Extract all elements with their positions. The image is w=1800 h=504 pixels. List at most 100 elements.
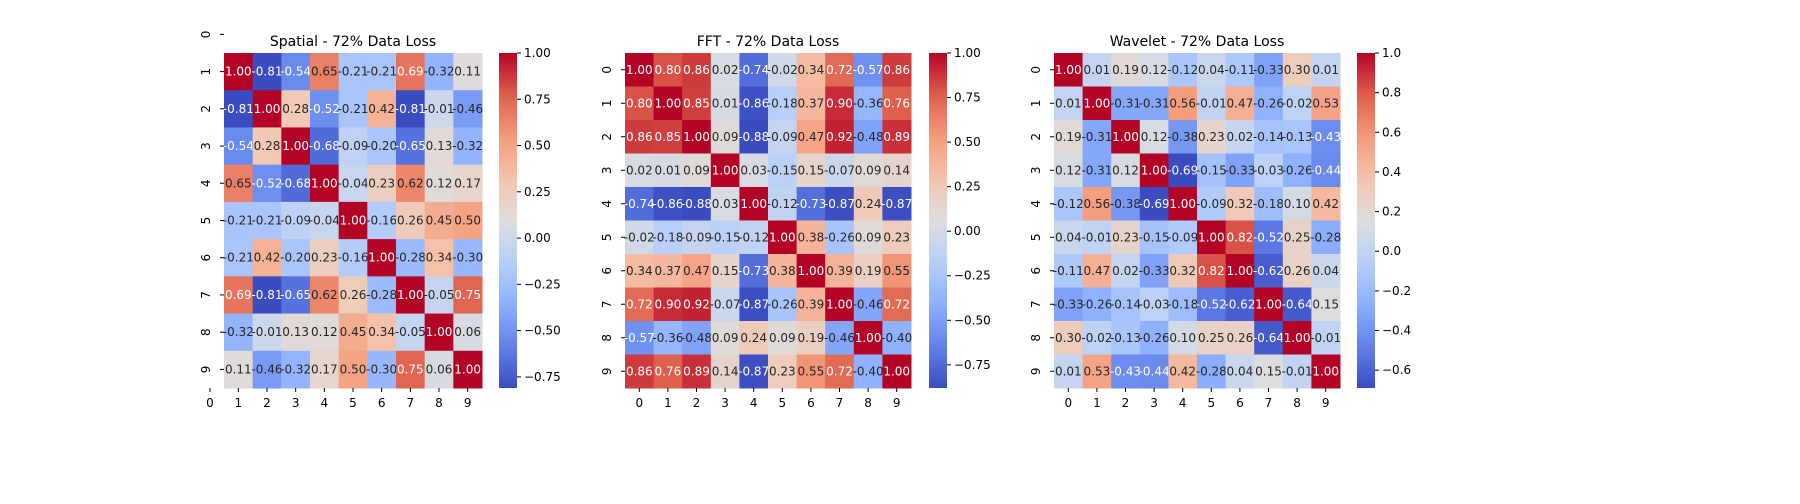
y-tick-label: 5 [600,233,614,241]
heatmap-cell [1111,120,1141,154]
cell-value-label: 0.82 [1227,230,1254,244]
cell-value-label: -0.62 [1224,297,1255,311]
cell-value-label: 0.72 [826,63,853,77]
heatmap-cell [625,120,655,154]
heatmap-cell [882,220,912,255]
cell-value-label: -0.21 [337,102,368,116]
y-tick-label: 1 [1029,99,1043,107]
cell-value-label: 0.19 [1055,130,1082,144]
heatmap-cell [1168,53,1198,87]
heatmap-cell [1225,187,1255,221]
cell-value-label: -0.09 [681,230,712,244]
cell-value-label: -0.88 [681,197,712,211]
heatmap-cell [338,90,368,128]
heatmap-cell [1197,120,1227,154]
cell-value-label: 0.56 [1169,96,1196,110]
cell-value-label: 0.75 [454,288,481,302]
heatmap-cell [252,164,282,203]
colorbar-tick-label: 0.0 [1382,244,1401,258]
heatmap-cell [882,187,912,221]
heatmap-cell [1139,86,1169,121]
cell-value-label: 0.56 [1084,197,1111,211]
x-tick-label: 5 [349,396,357,410]
y-tick-label: 0 [199,31,213,39]
cell-value-label: -0.15 [710,230,741,244]
cell-value-label: -0.57 [853,63,884,77]
heatmap-cell [796,321,826,355]
y-tick-label: 4 [199,179,213,187]
cell-value-label: -0.48 [681,331,712,345]
heatmap-cell [1082,53,1112,87]
heatmap-cell [682,153,712,188]
heatmap-cell [1168,220,1198,255]
heatmap-cell [453,239,483,277]
cell-value-label: -0.20 [366,139,397,153]
cell-value-label: 0.12 [426,176,453,190]
cell-value-label: 0.28 [254,139,281,153]
cell-value-label: -0.54 [280,65,311,79]
heatmap-cell [1311,354,1341,389]
cell-value-label: -0.69 [1139,197,1170,211]
heatmap-cell [1168,287,1198,322]
heatmap-cell [281,201,311,240]
heatmap-cell [1311,53,1341,87]
cell-value-label: -0.16 [366,214,397,228]
x-tick-label: 7 [836,396,844,410]
cell-value-label: -0.16 [337,251,368,265]
cell-value-label: -0.65 [280,288,311,302]
heatmap-cell [224,90,254,128]
cell-value-label: -0.57 [624,331,655,345]
cell-value-label: -0.01 [1196,96,1227,110]
cell-value-label: 0.23 [1112,230,1139,244]
cell-value-label: -0.54 [223,139,254,153]
cell-value-label: 0.02 [626,163,653,177]
heatmap-cell [1311,254,1341,288]
x-tick-label: 4 [1179,396,1187,410]
heatmap-cell [853,86,883,121]
y-tick-label: 4 [600,200,614,208]
heatmap-cell [1111,354,1141,389]
cell-value-label: -0.40 [881,331,912,345]
cell-value-label: -0.01 [423,102,454,116]
x-tick-label: 0 [635,396,643,410]
heatmap-cell [367,127,397,166]
heatmap-cell [1139,354,1169,389]
cell-value-label: -0.52 [309,102,340,116]
colorbar-tick-label: 0.2 [1382,205,1401,219]
x-tick-label: 2 [693,396,701,410]
heatmap-cell [1082,153,1112,188]
cell-value-label: 1.00 [883,364,910,378]
cell-value-label: -0.46 [824,331,855,345]
cell-value-label: 1.00 [740,197,767,211]
heatmap-cell [682,220,712,255]
heatmap-cell [796,53,826,87]
cell-value-label: -0.02 [1081,331,1112,345]
cell-value-label: 0.90 [826,96,853,110]
cell-value-label: 0.26 [1227,331,1254,345]
heatmap-cell [367,239,397,277]
heatmap-cell [1082,120,1112,154]
cell-value-label: -0.38 [1167,130,1198,144]
heatmap-cell [739,86,769,121]
cell-value-label: 0.86 [626,130,653,144]
heatmap-cell [1225,321,1255,355]
cell-value-label: 1.00 [712,163,739,177]
heatmap-cell [252,276,282,315]
cell-value-label: 1.00 [311,176,338,190]
cell-value-label: -0.81 [395,102,426,116]
x-tick-label: 9 [464,396,472,410]
heatmap-cell [1111,321,1141,355]
cell-value-label: 0.14 [712,364,739,378]
heatmap-cell [825,254,855,288]
cell-value-label: 0.34 [368,325,395,339]
cell-value-label: 0.62 [397,176,424,190]
cell-value-label: -0.46 [853,297,884,311]
cell-value-label: -0.52 [1253,230,1284,244]
heatmap-cell [1054,120,1084,154]
heatmap-cell [682,354,712,389]
cell-value-label: -0.40 [853,364,884,378]
cell-value-label: 1.00 [340,214,367,228]
cell-value-label: -0.18 [1253,197,1284,211]
cell-value-label: 0.47 [1084,264,1111,278]
cell-value-label: 1.00 [368,251,395,265]
